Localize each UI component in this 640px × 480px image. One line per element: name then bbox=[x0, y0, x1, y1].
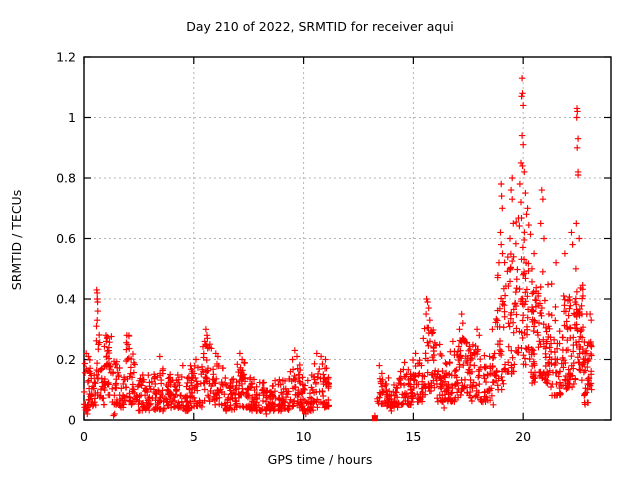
grid-lines bbox=[84, 57, 611, 420]
x-tick-label: 15 bbox=[405, 429, 421, 444]
y-tick-label: 0 bbox=[68, 413, 76, 428]
x-tick-label: 5 bbox=[190, 429, 198, 444]
y-tick-label: 1 bbox=[68, 110, 76, 125]
scatter-points-filled bbox=[371, 415, 378, 422]
y-tick-label: 0.6 bbox=[56, 231, 76, 246]
y-tick-label: 0.4 bbox=[56, 292, 76, 307]
x-tick-label: 10 bbox=[296, 429, 312, 444]
axis-ticks bbox=[83, 56, 611, 421]
x-tick-label: 0 bbox=[80, 429, 88, 444]
x-axis-label: GPS time / hours bbox=[268, 452, 373, 467]
scatter-points bbox=[80, 75, 595, 419]
axis-tick-labels: 0 5 10 15 20 0 0.2 0.4 0.6 0.8 1 1.2 bbox=[56, 50, 531, 445]
y-axis-label: SRMTID / TECUs bbox=[9, 190, 24, 290]
y-tick-label: 1.2 bbox=[56, 50, 76, 65]
chart-title: Day 210 of 2022, SRMTID for receiver aqu… bbox=[186, 19, 454, 34]
y-tick-label: 0.8 bbox=[56, 171, 76, 186]
x-tick-label: 20 bbox=[515, 429, 531, 444]
y-tick-label: 0.2 bbox=[56, 352, 76, 367]
